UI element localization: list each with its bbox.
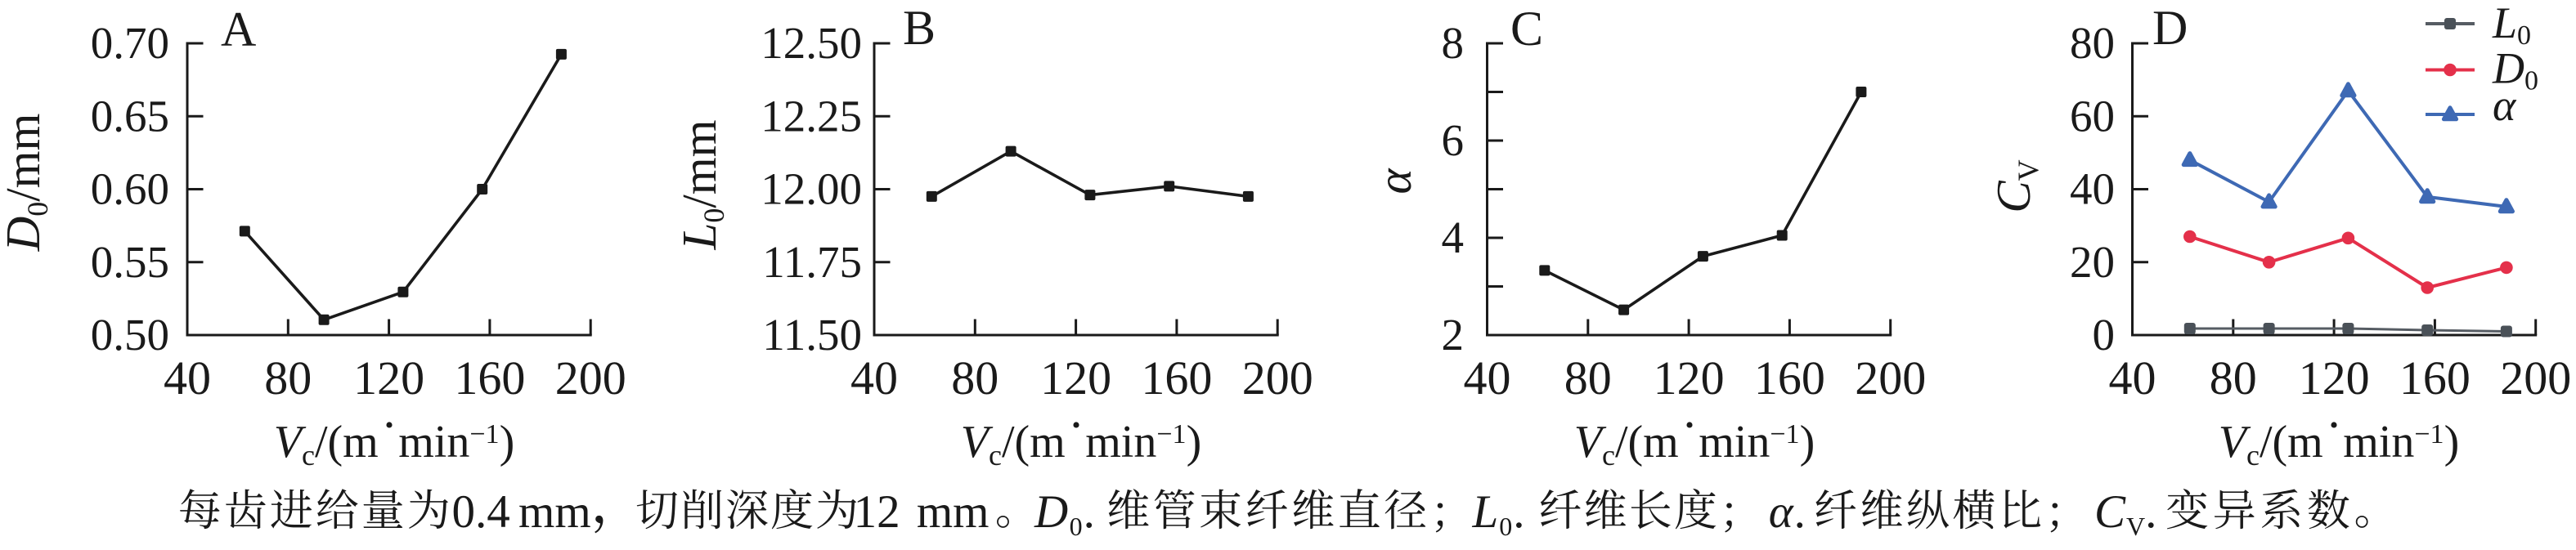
svg-text:160: 160 [1141, 351, 1212, 405]
svg-text:Vc/(m•min−1): Vc/(m • min−1) [1574, 412, 1815, 472]
svg-text:L0/mm: L0/mm [672, 119, 730, 250]
svg-text:12.25: 12.25 [761, 91, 862, 141]
svg-text:80: 80 [951, 351, 999, 405]
svg-text:CV: CV [1986, 159, 2044, 212]
svg-text:Vc/(m•min−1): Vc/(m • min−1) [274, 412, 514, 472]
svg-text:Vc/(m•min−1): Vc/(m • min−1) [961, 412, 1201, 472]
svg-text:D: D [2152, 1, 2188, 55]
svg-text:α: α [2493, 81, 2517, 130]
svg-text:A: A [221, 2, 256, 56]
svg-text:8: 8 [1442, 18, 1465, 68]
svg-text:L0.: L0. [1472, 486, 1525, 541]
svg-text:200: 200 [555, 351, 626, 405]
svg-text:11.50: 11.50 [762, 310, 862, 360]
svg-text:D0/mm: D0/mm [0, 114, 54, 253]
svg-text:0.4 mm: 0.4 mm [452, 486, 591, 538]
svg-text:0.70: 0.70 [91, 18, 169, 68]
svg-text:40: 40 [1464, 351, 1511, 405]
svg-text:0.60: 0.60 [91, 164, 169, 214]
svg-text:C: C [1510, 2, 1543, 56]
svg-text:11.75: 11.75 [762, 237, 862, 287]
svg-text:60: 60 [2070, 91, 2115, 141]
svg-text:0.65: 0.65 [91, 91, 169, 141]
svg-text:20: 20 [2070, 237, 2115, 287]
svg-text:4: 4 [1442, 212, 1465, 262]
svg-text:200: 200 [1242, 351, 1313, 405]
svg-text:120: 120 [353, 351, 424, 405]
svg-text:40: 40 [2109, 351, 2156, 405]
svg-text:CV.: CV. [2094, 486, 2156, 541]
svg-text:2: 2 [1442, 310, 1465, 360]
svg-text:120: 120 [2299, 351, 2370, 405]
svg-text:40: 40 [850, 351, 898, 405]
svg-text:0.55: 0.55 [91, 237, 169, 287]
svg-text:0.50: 0.50 [91, 310, 169, 360]
svg-text:0: 0 [2093, 310, 2116, 360]
svg-text:200: 200 [2500, 351, 2571, 405]
svg-text:160: 160 [1754, 351, 1825, 405]
svg-text:Vc/(m•min−1): Vc/(m • min−1) [2219, 412, 2459, 472]
svg-text:200: 200 [1855, 351, 1926, 405]
svg-text:L0: L0 [2492, 0, 2531, 51]
svg-text:80: 80 [1564, 351, 1612, 405]
svg-text:80: 80 [264, 351, 312, 405]
svg-text:120: 120 [1654, 351, 1725, 405]
svg-text:B: B [903, 1, 936, 55]
svg-text:160: 160 [2399, 351, 2471, 405]
svg-text:12 mm: 12 mm [854, 486, 990, 538]
svg-text:D0: D0 [2492, 44, 2538, 96]
svg-text:α.: α. [1769, 486, 1806, 538]
svg-text:12.00: 12.00 [761, 164, 862, 214]
svg-text:α: α [1367, 168, 1421, 194]
svg-text:40: 40 [164, 351, 211, 405]
svg-text:40: 40 [2070, 164, 2115, 214]
svg-text:80: 80 [2210, 351, 2257, 405]
svg-text:160: 160 [454, 351, 525, 405]
svg-text:12.50: 12.50 [761, 18, 862, 68]
svg-text:120: 120 [1040, 351, 1111, 405]
svg-text:80: 80 [2070, 18, 2115, 68]
svg-text:6: 6 [1442, 115, 1465, 165]
svg-text:D0.: D0. [1034, 486, 1095, 541]
